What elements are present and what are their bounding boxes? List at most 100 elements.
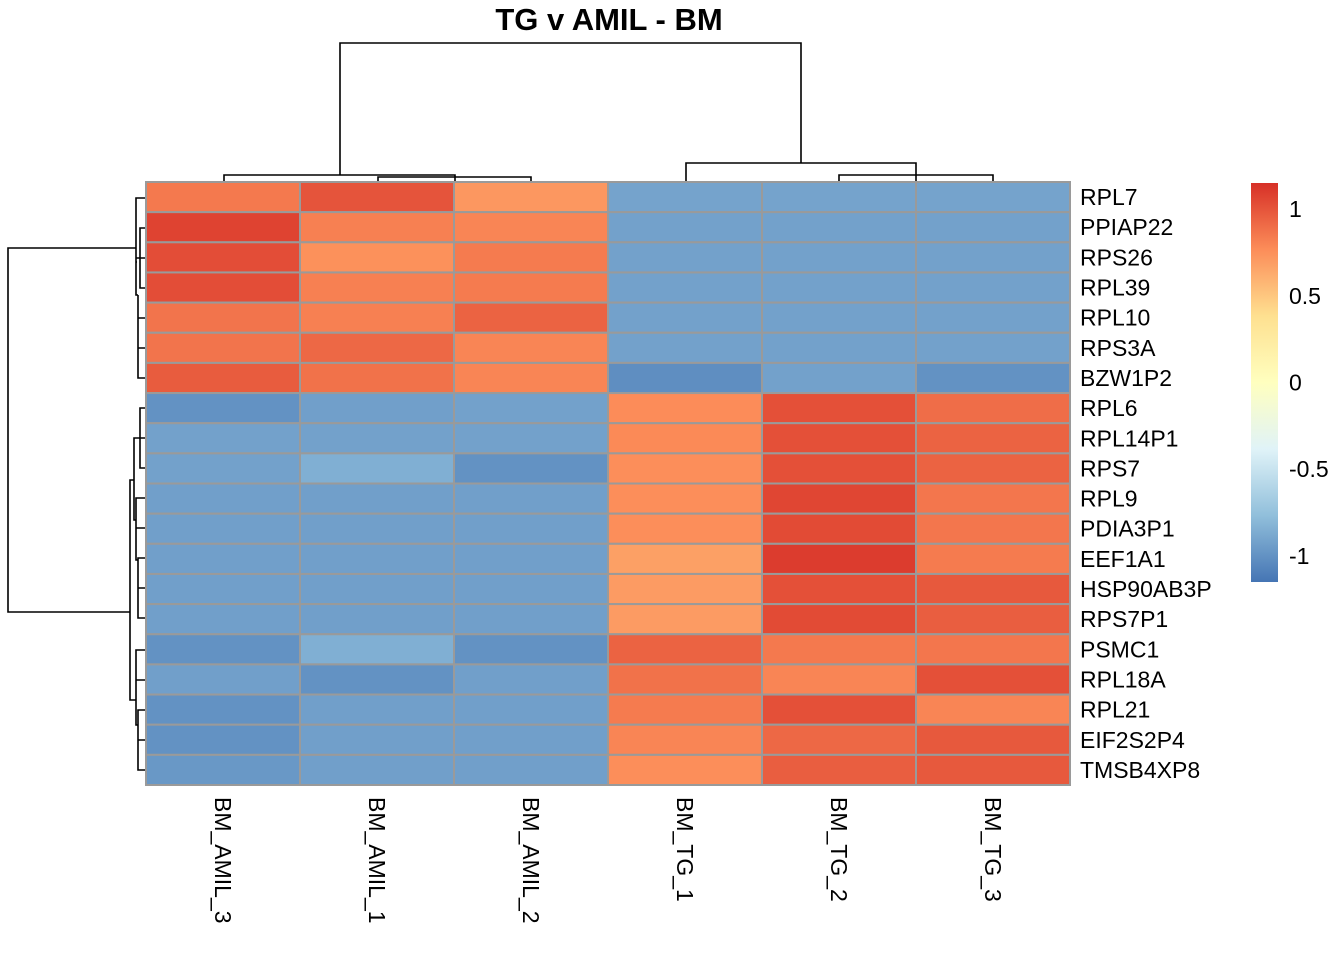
heatmap-cell	[607, 753, 763, 786]
heatmap-cell	[145, 331, 301, 364]
column-label: BM_AMIL_1	[364, 797, 390, 924]
column-dendrogram	[223, 42, 994, 182]
row-label: RPS7P1	[1080, 606, 1168, 632]
heatmap-cell	[607, 693, 763, 726]
heatmap-cell	[299, 572, 455, 606]
heatmap-cell	[299, 392, 455, 425]
column-label: BM_TG_1	[672, 797, 698, 902]
heatmap-cell	[453, 572, 609, 606]
heatmap-cell	[453, 663, 609, 696]
heatmap-cell	[761, 663, 917, 696]
heatmap-cell	[607, 422, 763, 455]
heatmap-cell	[761, 753, 917, 786]
row-label: RPL10	[1080, 305, 1150, 331]
heatmap-cell	[145, 301, 301, 334]
heatmap-cell	[607, 663, 763, 696]
row-dendrogram-branches	[7, 197, 146, 771]
heatmap-cell	[761, 422, 917, 455]
heatmap-cell	[607, 723, 763, 756]
row-label: TMSB4XP8	[1080, 757, 1200, 783]
heatmap-cell	[453, 392, 609, 425]
heatmap-cell	[915, 542, 1071, 575]
legend-tick-label: -1	[1289, 543, 1309, 569]
heatmap-cell	[299, 271, 455, 304]
heatmap-cell	[453, 693, 609, 726]
row-label: RPL21	[1080, 697, 1150, 723]
row-label: RPL39	[1080, 275, 1150, 301]
heatmap-cell	[607, 452, 763, 485]
color-legend: 1 0.5 0 -0.5 -1	[1251, 183, 1329, 582]
heatmap-cell	[915, 633, 1071, 666]
heatmap-cell	[453, 603, 609, 636]
heatmap-cell	[915, 241, 1071, 274]
legend-tick-label: -0.5	[1289, 456, 1329, 482]
legend-tick-label: 0.5	[1289, 283, 1321, 309]
row-label: RPL18A	[1080, 666, 1166, 692]
heatmap-cell	[761, 331, 917, 364]
row-label: RPL7	[1080, 184, 1138, 210]
heatmap-cell	[915, 603, 1071, 636]
row-label: RPS3A	[1080, 335, 1156, 361]
heatmap-cell	[145, 753, 301, 786]
column-label: BM_AMIL_3	[210, 797, 236, 924]
heatmap-cell	[915, 301, 1071, 334]
legend-ticks: 1 0.5 0 -0.5 -1	[1289, 196, 1329, 569]
heatmap-cell	[915, 452, 1071, 485]
heatmap-cell	[145, 723, 301, 756]
heatmap-cell	[453, 723, 609, 756]
heatmap-cell	[453, 301, 609, 334]
column-label: BM_TG_3	[980, 797, 1006, 902]
heatmap-cell	[299, 452, 455, 485]
heatmap-cell	[915, 422, 1071, 455]
heatmap-cell	[915, 572, 1071, 606]
heatmap-cell	[761, 181, 917, 214]
heatmap-cell	[453, 361, 609, 395]
heatmap-cell	[145, 241, 301, 274]
heatmap-cell	[299, 331, 455, 364]
column-dendrogram-branches	[223, 42, 994, 182]
row-label: PSMC1	[1080, 636, 1159, 662]
heatmap-cell	[145, 512, 301, 545]
legend-tick-label: 0	[1289, 370, 1302, 396]
heatmap-cell	[145, 181, 301, 214]
heatmap-cell	[607, 301, 763, 334]
heatmap-cell	[299, 542, 455, 575]
heatmap-cell	[915, 392, 1071, 425]
heatmap-cell	[145, 271, 301, 304]
heatmap-cell	[299, 301, 455, 334]
heatmap-cell	[299, 422, 455, 455]
heatmap-cell	[607, 331, 763, 364]
heatmap-cell	[453, 271, 609, 304]
heatmap-cell	[915, 512, 1071, 545]
heatmap-cell	[299, 241, 455, 274]
heatmap-cell	[145, 663, 301, 696]
row-label: BZW1P2	[1080, 365, 1172, 391]
heatmap-cell	[145, 542, 301, 575]
heatmap-cell	[607, 271, 763, 304]
heatmap-cell	[453, 452, 609, 485]
row-label: RPS7	[1080, 455, 1140, 481]
heatmap-cell	[607, 572, 763, 606]
heatmap-cell	[761, 271, 917, 304]
heatmap-cell	[145, 422, 301, 455]
heatmap-cell	[915, 482, 1071, 515]
row-label: RPL6	[1080, 395, 1138, 421]
heatmap-cell	[607, 633, 763, 666]
heatmap-cell	[915, 211, 1071, 244]
row-label: RPS26	[1080, 244, 1153, 270]
heatmap-cell	[299, 181, 455, 214]
heatmap-cell	[607, 482, 763, 515]
heatmap-cell	[761, 301, 917, 334]
heatmap-cell	[145, 633, 301, 666]
heatmap-cell	[915, 271, 1071, 304]
heatmap-cell	[761, 361, 917, 395]
heatmap-cell	[299, 753, 455, 786]
row-dendrogram	[7, 197, 146, 771]
heatmap-cell	[299, 482, 455, 515]
heatmap-cell	[761, 542, 917, 575]
heatmap-cell	[761, 723, 917, 756]
heatmap-cell	[145, 361, 301, 395]
heatmap-cell	[607, 181, 763, 214]
heatmap-cell	[299, 361, 455, 395]
heatmap-cell	[299, 663, 455, 696]
